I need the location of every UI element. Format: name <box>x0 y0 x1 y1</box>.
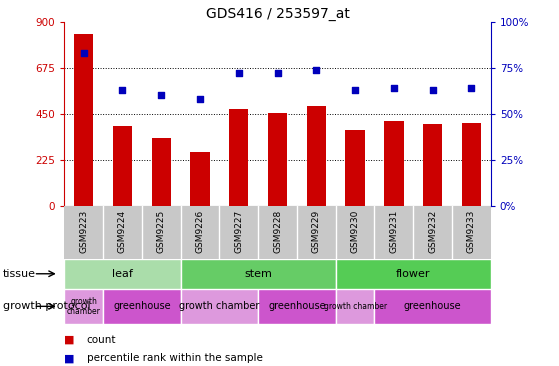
Bar <box>336 259 491 289</box>
Text: GSM9226: GSM9226 <box>196 210 205 253</box>
Bar <box>64 259 181 289</box>
Point <box>234 71 243 76</box>
Text: ■: ■ <box>64 335 75 345</box>
Bar <box>384 121 404 206</box>
Point <box>390 85 399 91</box>
Text: stem: stem <box>244 269 272 279</box>
Bar <box>103 289 181 324</box>
Text: GSM9229: GSM9229 <box>312 210 321 253</box>
Point <box>350 87 359 93</box>
Point <box>157 93 165 98</box>
Bar <box>151 138 171 206</box>
Text: growth chamber: growth chamber <box>324 302 387 311</box>
Bar <box>181 289 258 324</box>
Point <box>273 71 282 76</box>
Text: GSM9227: GSM9227 <box>234 210 243 253</box>
Text: growth chamber: growth chamber <box>179 301 259 311</box>
Text: GSM9223: GSM9223 <box>79 210 88 253</box>
Point <box>196 96 205 102</box>
Text: ■: ■ <box>64 353 75 363</box>
Bar <box>113 126 132 206</box>
Text: growth protocol: growth protocol <box>3 301 91 311</box>
Title: GDS416 / 253597_at: GDS416 / 253597_at <box>206 7 349 21</box>
Text: GSM9233: GSM9233 <box>467 210 476 253</box>
Text: growth
chamber: growth chamber <box>67 296 101 316</box>
Bar <box>64 289 103 324</box>
Point <box>467 85 476 91</box>
Text: tissue: tissue <box>3 269 36 279</box>
Point <box>118 87 127 93</box>
Bar <box>268 113 287 206</box>
Text: count: count <box>87 335 116 345</box>
Bar <box>181 259 336 289</box>
Bar <box>307 106 326 206</box>
Bar <box>423 124 442 206</box>
Text: GSM9224: GSM9224 <box>118 210 127 253</box>
Text: greenhouse: greenhouse <box>268 301 326 311</box>
Bar <box>345 130 365 206</box>
Text: GSM9230: GSM9230 <box>350 210 359 253</box>
Text: flower: flower <box>396 269 430 279</box>
Point <box>79 50 88 56</box>
Bar <box>74 34 93 206</box>
Bar <box>190 152 210 206</box>
Text: GSM9228: GSM9228 <box>273 210 282 253</box>
Bar <box>462 123 481 206</box>
Point <box>428 87 437 93</box>
Text: greenhouse: greenhouse <box>404 301 461 311</box>
Bar <box>336 289 375 324</box>
Text: leaf: leaf <box>112 269 133 279</box>
Text: GSM9225: GSM9225 <box>157 210 165 253</box>
Text: greenhouse: greenhouse <box>113 301 170 311</box>
Text: GSM9232: GSM9232 <box>428 210 437 253</box>
Bar <box>375 289 491 324</box>
Point <box>312 67 321 73</box>
Bar <box>258 289 336 324</box>
Text: percentile rank within the sample: percentile rank within the sample <box>87 353 263 363</box>
Bar <box>229 109 248 206</box>
Text: GSM9231: GSM9231 <box>390 210 399 253</box>
